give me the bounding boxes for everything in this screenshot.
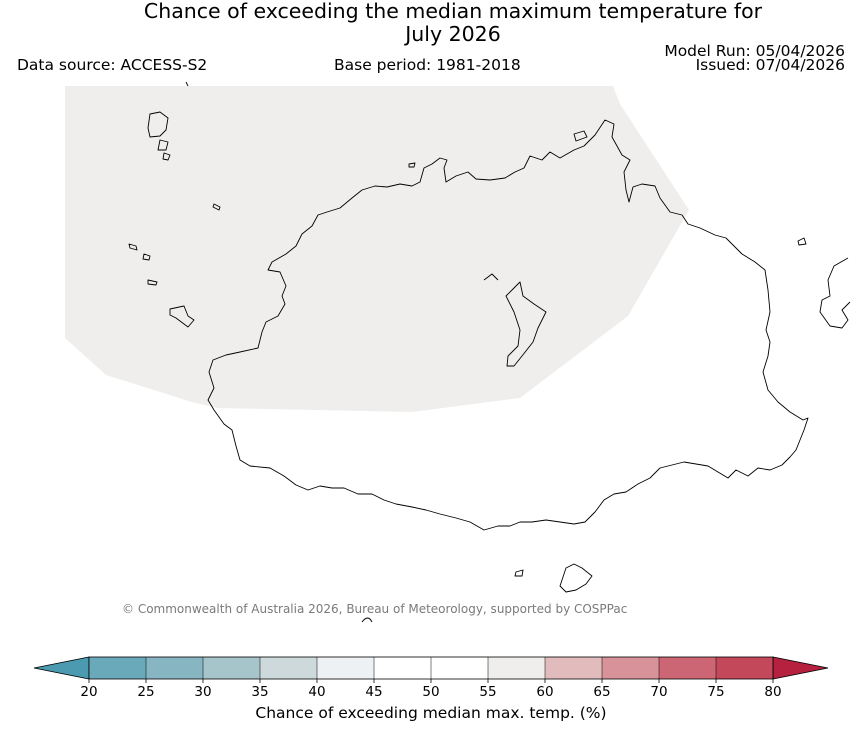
island-west-5 bbox=[169, 305, 195, 328]
colorbar-tick-label-55: 55 bbox=[479, 684, 496, 700]
colorbar-tick-label-45: 45 bbox=[365, 684, 382, 700]
colorbar-bin-70-75 bbox=[659, 657, 716, 679]
colorbar-tick-label-75: 75 bbox=[707, 684, 724, 700]
colorbar-tick-label-40: 40 bbox=[308, 684, 325, 700]
colorbar-bin-50-55 bbox=[431, 657, 488, 679]
coast-fragment-south bbox=[361, 617, 373, 623]
colorbar-bin-20-25 bbox=[89, 657, 146, 679]
shaded-probability-region bbox=[65, 86, 689, 412]
colorbar-bin-60-65 bbox=[545, 657, 602, 679]
map-title: Chance of exceeding the median maximum t… bbox=[0, 0, 862, 46]
island-east-1 bbox=[797, 237, 807, 246]
island-west-2 bbox=[128, 243, 138, 251]
coastline-mainland bbox=[207, 119, 809, 531]
colorbar-bin-45-50 bbox=[374, 657, 431, 679]
island-northeast-1 bbox=[573, 130, 588, 142]
colorbar-tick-label-70: 70 bbox=[650, 684, 667, 700]
colorbar-tick-label-60: 60 bbox=[536, 684, 553, 700]
colorbar: 20 25 30 35 40 45 50 55 60 65 70 75 80 bbox=[33, 656, 829, 700]
colorbar-bin-35-40 bbox=[260, 657, 317, 679]
island-east-2 bbox=[819, 257, 851, 329]
colorbar-tick-label-30: 30 bbox=[194, 684, 211, 700]
colorbar-bin-75-80 bbox=[716, 657, 773, 679]
colorbar-bin-55-60 bbox=[488, 657, 545, 679]
data-source-label: Data source: ACCESS-S2 bbox=[17, 56, 208, 74]
colorbar-tick-label-25: 25 bbox=[137, 684, 154, 700]
coast-fragment-islet bbox=[483, 273, 499, 281]
title-line-2: July 2026 bbox=[405, 22, 501, 46]
island-west-3 bbox=[142, 253, 151, 261]
island-west-1 bbox=[212, 203, 221, 211]
colorbar-bin-25-30 bbox=[146, 657, 203, 679]
colorbar-extend-high bbox=[772, 656, 829, 680]
colorbar-bin-30-35 bbox=[203, 657, 260, 679]
coast-fragment-north bbox=[185, 81, 189, 87]
island-north-2 bbox=[157, 139, 169, 151]
inland-lake bbox=[505, 281, 547, 367]
island-west-4 bbox=[147, 279, 158, 286]
colorbar-tick-label-65: 65 bbox=[593, 684, 610, 700]
colorbar-label: Chance of exceeding median max. temp. (%… bbox=[255, 704, 607, 722]
colorbar-tick-label-80: 80 bbox=[764, 684, 781, 700]
colorbar-tick-label-35: 35 bbox=[251, 684, 268, 700]
island-south-2 bbox=[559, 563, 593, 593]
issued-label: Issued: 07/04/2026 bbox=[695, 56, 845, 74]
island-south-1 bbox=[514, 569, 524, 577]
base-period-label: Base period: 1981-2018 bbox=[334, 56, 521, 74]
colorbar-tick-label-20: 20 bbox=[80, 684, 97, 700]
colorbar-extend-low bbox=[33, 656, 90, 680]
island-north-3 bbox=[162, 152, 171, 161]
colorbar-bin-40-45 bbox=[317, 657, 374, 679]
island-north-1 bbox=[147, 111, 169, 138]
island-northeast-2 bbox=[408, 162, 416, 168]
model-run-label: Model Run: 05/04/2026 bbox=[664, 42, 845, 60]
title-line-1: Chance of exceeding the median maximum t… bbox=[143, 0, 763, 23]
colorbar-tick-label-50: 50 bbox=[422, 684, 439, 700]
colorbar-bin-65-70 bbox=[602, 657, 659, 679]
copyright-notice: © Commonwealth of Australia 2026, Bureau… bbox=[122, 602, 628, 616]
